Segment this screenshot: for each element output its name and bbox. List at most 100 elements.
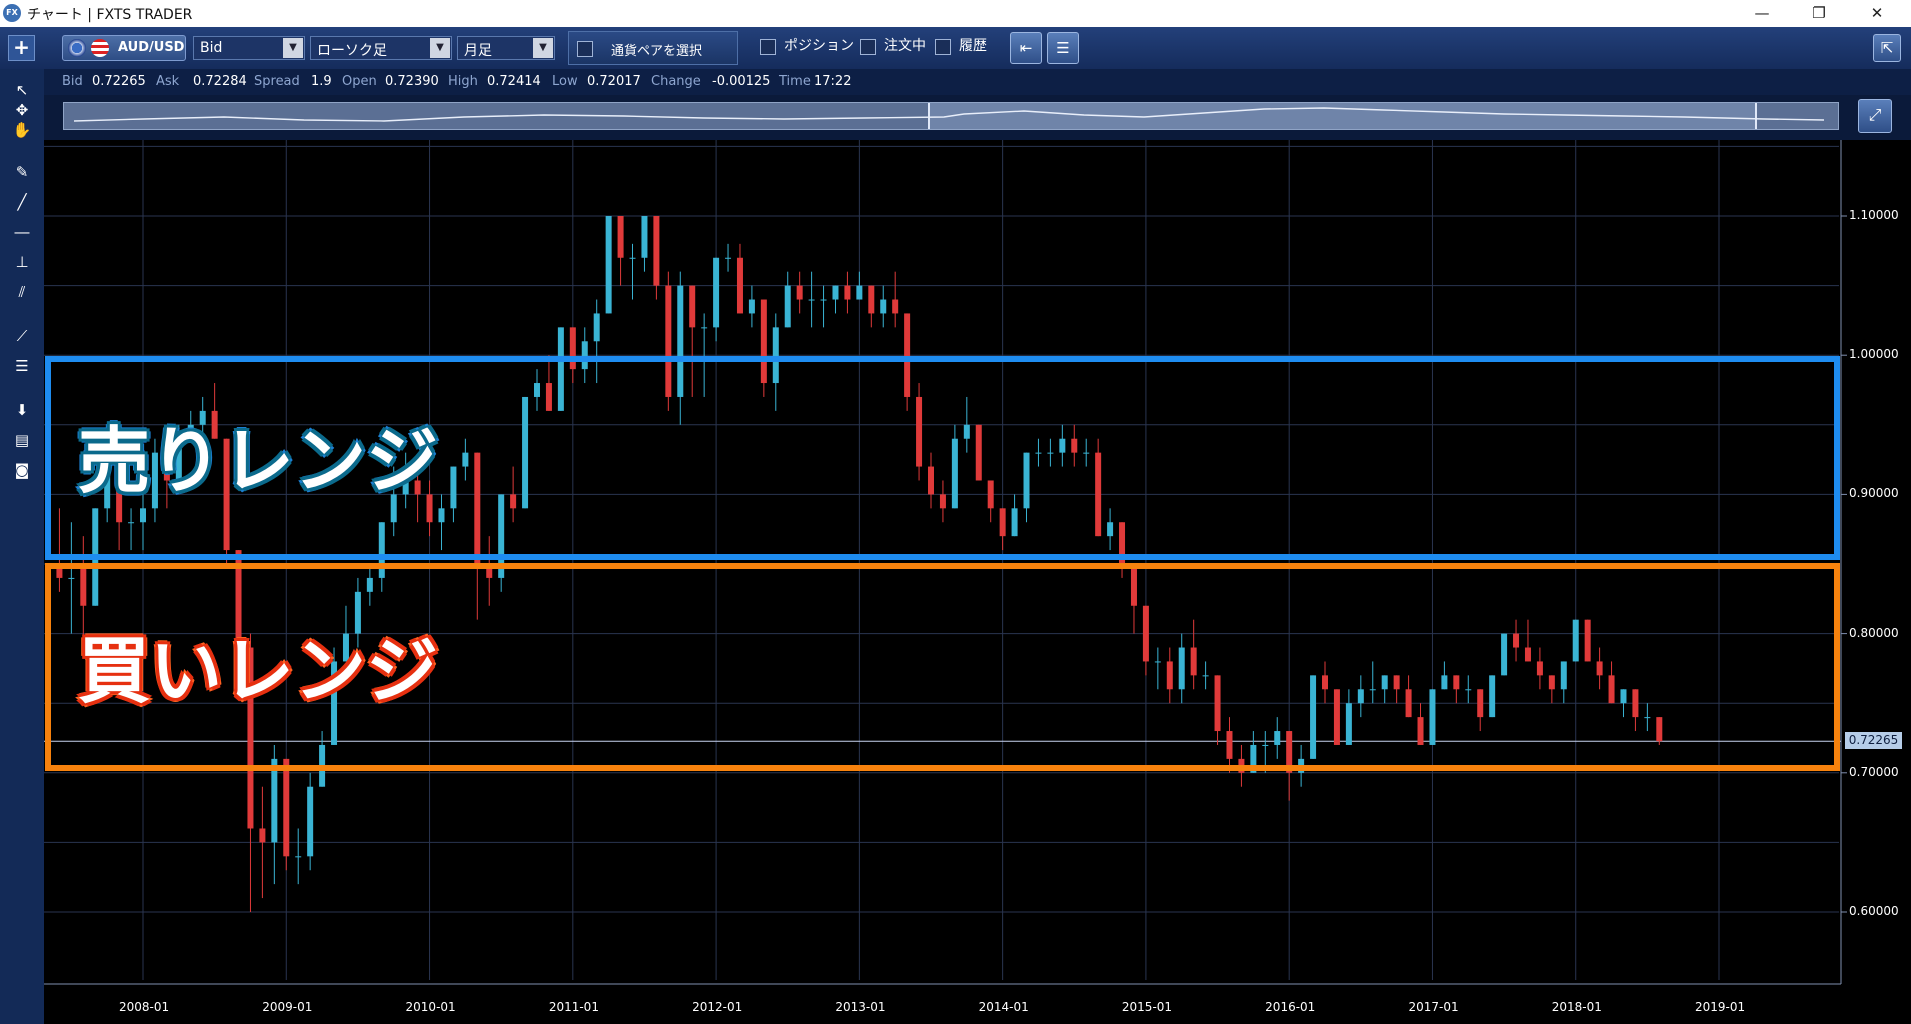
eraser-icon[interactable]: ✎ xyxy=(15,163,29,181)
currency-pair-label: AUD/USD xyxy=(118,40,185,55)
x-tick-label: 2011-01 xyxy=(548,1000,599,1014)
candle-down xyxy=(653,216,660,286)
hand-icon[interactable]: ✋ xyxy=(12,121,32,139)
candle-up xyxy=(1465,689,1472,691)
candle-up xyxy=(641,216,648,258)
candle-down xyxy=(1214,675,1221,732)
x-tick-label: 2008-01 xyxy=(119,1000,170,1014)
candle-up xyxy=(1274,731,1281,745)
candle-up xyxy=(390,494,397,523)
candle-up xyxy=(1262,744,1269,746)
navigator-expand-icon[interactable]: ⤢ xyxy=(1858,99,1892,133)
candle-up xyxy=(151,452,158,509)
candle-up xyxy=(557,327,564,411)
time-value: 17:22 xyxy=(814,74,852,89)
trendline-icon[interactable]: ╱ xyxy=(17,193,27,211)
download-icon[interactable]: ⬇ xyxy=(15,401,29,419)
candle-up xyxy=(378,522,385,578)
candle-down xyxy=(736,257,743,314)
candle-up xyxy=(402,480,409,495)
candle-up xyxy=(1572,619,1579,662)
candle-up xyxy=(1035,452,1042,454)
add-chart-button[interactable]: + xyxy=(8,35,35,61)
positions-checkbox[interactable] xyxy=(760,39,776,55)
candle-up xyxy=(450,466,457,509)
candle-down xyxy=(1142,605,1149,662)
candle-up xyxy=(1501,633,1508,676)
chart-layout-icon[interactable]: ⇤ xyxy=(1010,32,1042,64)
fan-icon[interactable]: ⟋ xyxy=(16,327,28,345)
timeframe-select[interactable]: 月足 ▼ xyxy=(457,36,555,60)
chart-list-icon[interactable]: ☰ xyxy=(1047,32,1079,64)
close-button[interactable]: ✕ xyxy=(1870,4,1884,22)
candle-up xyxy=(331,661,338,745)
minimize-button[interactable]: — xyxy=(1754,4,1770,22)
history-label: 履歴 xyxy=(959,38,987,54)
candle-down xyxy=(689,285,696,328)
restore-button[interactable]: ❐ xyxy=(1812,4,1826,22)
candle-up xyxy=(1345,703,1352,745)
candle-up xyxy=(104,466,111,509)
chart-type-select[interactable]: ローソク足 ▼ xyxy=(310,36,452,60)
candle-down xyxy=(545,383,552,411)
candle-up xyxy=(1083,452,1090,454)
price-type-select[interactable]: Bid ▼ xyxy=(193,36,305,60)
cursor-icon[interactable]: ↖ xyxy=(15,81,29,99)
candle-up xyxy=(820,299,827,301)
candle-up xyxy=(307,786,314,857)
candle-up xyxy=(1560,661,1567,690)
candle-up xyxy=(1011,508,1018,537)
candle-up xyxy=(605,216,612,314)
candle-up xyxy=(629,257,636,259)
candle-down xyxy=(211,410,218,439)
price-type-value: Bid xyxy=(200,40,223,56)
x-tick-label: 2010-01 xyxy=(405,1000,456,1014)
chart-navigator-scrollbar[interactable] xyxy=(63,102,1839,130)
candle-down xyxy=(247,647,254,829)
candle-down xyxy=(1071,438,1078,453)
candle-down xyxy=(1405,689,1412,718)
candle-up xyxy=(677,285,684,397)
select-pair-checkbox[interactable] xyxy=(577,41,593,57)
currency-pair-button[interactable]: AUD/USD xyxy=(62,35,186,61)
undock-icon[interactable]: ⇱ xyxy=(1873,34,1901,62)
candle-down xyxy=(1393,675,1400,690)
ask-value: 0.72284 xyxy=(193,74,247,89)
candle-up xyxy=(784,285,791,328)
candle-up xyxy=(1154,661,1161,663)
candle-up xyxy=(1381,675,1388,690)
horizontal-line-icon[interactable]: ― xyxy=(14,223,30,241)
candle-down xyxy=(1632,689,1639,718)
candle-up xyxy=(748,299,755,314)
current-price-tag: 0.72265 xyxy=(1845,732,1902,749)
candle-down xyxy=(1453,675,1460,690)
candle-down xyxy=(987,480,994,509)
indicator-list-icon[interactable]: ▤ xyxy=(14,431,30,449)
open-label: Open xyxy=(342,74,377,89)
fibonacci-icon[interactable]: ☰ xyxy=(15,357,29,375)
orders-checkbox[interactable] xyxy=(860,39,876,55)
candle-up xyxy=(498,494,505,578)
channel-icon[interactable]: ⫽ xyxy=(18,283,26,301)
timeframe-value: 月足 xyxy=(464,43,492,59)
vertical-line-icon[interactable]: ⊥ xyxy=(15,253,29,271)
candle-down xyxy=(928,466,934,495)
candle-up xyxy=(1429,689,1436,745)
candle-down xyxy=(1333,689,1340,745)
open-value: 0.72390 xyxy=(385,74,439,89)
candle-up xyxy=(342,633,349,662)
y-tick-label: 1.00000 xyxy=(1849,347,1899,362)
candle-down xyxy=(1608,675,1615,704)
history-checkbox[interactable] xyxy=(935,39,951,55)
candle-down xyxy=(1166,661,1173,690)
select-pair-button[interactable]: 通貨ペアを選択 xyxy=(568,31,738,65)
candlestick-chart[interactable] xyxy=(44,140,1911,1024)
navigator-overview-line xyxy=(73,107,1825,122)
candle-up xyxy=(522,396,529,509)
camera-icon[interactable]: ◙ xyxy=(14,461,30,479)
crosshair-icon[interactable]: ✥ xyxy=(15,101,29,119)
y-tick-label: 0.70000 xyxy=(1849,764,1899,779)
price-info-bar: Bid 0.72265 Ask 0.72284 Spread 1.9 Open … xyxy=(44,69,1911,95)
candle-up xyxy=(68,577,75,579)
candle-down xyxy=(163,452,170,481)
